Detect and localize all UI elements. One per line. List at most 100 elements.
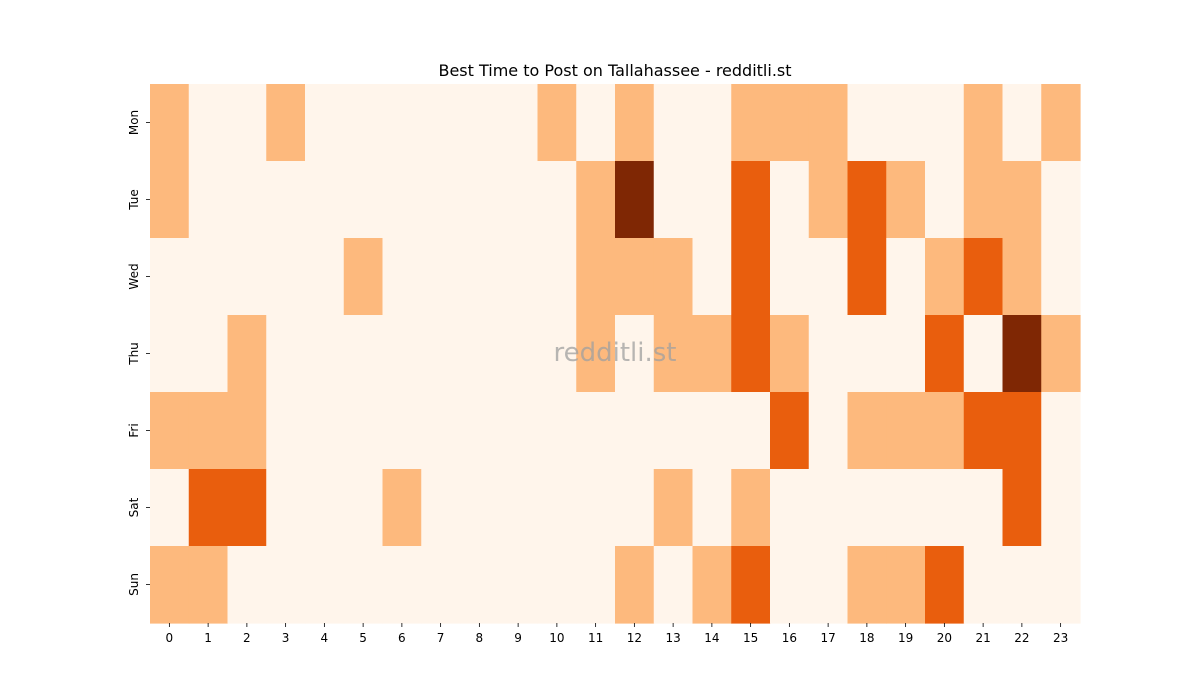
heatmap-cell-mon-10 xyxy=(537,84,577,162)
heatmap-cell-sun-15 xyxy=(731,546,771,624)
heatmap-cell-fri-7 xyxy=(421,392,461,470)
x-tick-label: 2 xyxy=(243,631,251,645)
heatmap-cell-wed-14 xyxy=(692,238,732,316)
heatmap-cell-tue-10 xyxy=(537,161,577,239)
heatmap-cell-thu-2 xyxy=(227,315,267,393)
heatmap-cell-wed-15 xyxy=(731,238,771,316)
heatmap-cell-sun-3 xyxy=(266,546,306,624)
heatmap-cell-sun-12 xyxy=(615,546,655,624)
heatmap-cell-wed-22 xyxy=(1002,238,1042,316)
heatmap-cell-mon-16 xyxy=(770,84,810,162)
heatmap-cell-wed-1 xyxy=(188,238,229,316)
heatmap-cell-sat-3 xyxy=(266,469,306,547)
x-tick-label: 1 xyxy=(204,631,212,645)
heatmap-cell-mon-2 xyxy=(227,84,267,162)
heatmap-cell-sun-21 xyxy=(963,546,1004,624)
heatmap-cell-wed-11 xyxy=(576,238,616,316)
heatmap-cell-sat-19 xyxy=(886,469,926,547)
heatmap-cell-thu-18 xyxy=(847,315,887,393)
y-tick-label: Mon xyxy=(127,110,141,135)
heatmap-cell-sun-11 xyxy=(576,546,616,624)
heatmap-cell-fri-6 xyxy=(382,392,422,470)
heatmap-cell-fri-19 xyxy=(886,392,926,470)
heatmap-cell-wed-7 xyxy=(421,238,461,316)
heatmap-cell-sat-10 xyxy=(537,469,577,547)
x-tick-label: 9 xyxy=(514,631,522,645)
heatmap-cell-fri-14 xyxy=(692,392,732,470)
y-tick-label: Tue xyxy=(127,189,141,211)
heatmap-cell-fri-11 xyxy=(576,392,616,470)
heatmap-cell-mon-12 xyxy=(615,84,655,162)
heatmap-cell-tue-20 xyxy=(925,161,965,239)
x-tick-label: 17 xyxy=(820,631,835,645)
heatmap-cell-mon-21 xyxy=(963,84,1004,162)
heatmap-cell-sun-16 xyxy=(770,546,810,624)
heatmap-cell-tue-12 xyxy=(615,161,655,239)
heatmap-cell-thu-20 xyxy=(925,315,965,393)
heatmap-cell-sat-15 xyxy=(731,469,771,547)
heatmap-cell-thu-14 xyxy=(692,315,732,393)
heatmap-cell-mon-18 xyxy=(847,84,887,162)
heatmap-cell-mon-20 xyxy=(925,84,965,162)
heatmap-cell-mon-23 xyxy=(1041,84,1081,162)
heatmap-cell-tue-16 xyxy=(770,161,810,239)
heatmap-cell-mon-11 xyxy=(576,84,616,162)
heatmap-cell-sun-18 xyxy=(847,546,887,624)
heatmap-cell-sat-1 xyxy=(188,469,229,547)
heatmap-cell-thu-22 xyxy=(1002,315,1042,393)
heatmap-cell-fri-21 xyxy=(963,392,1004,470)
heatmap-cell-mon-13 xyxy=(653,84,694,162)
heatmap-cell-fri-16 xyxy=(770,392,810,470)
heatmap-cell-tue-21 xyxy=(963,161,1004,239)
heatmap-cell-sat-17 xyxy=(808,469,849,547)
chart-title: Best Time to Post on Tallahassee - reddi… xyxy=(438,61,791,80)
heatmap-cell-wed-5 xyxy=(343,238,384,316)
heatmap-cell-thu-9 xyxy=(498,315,539,393)
heatmap-cell-mon-14 xyxy=(692,84,732,162)
heatmap-cell-fri-13 xyxy=(653,392,694,470)
heatmap-cell-wed-13 xyxy=(653,238,694,316)
heatmap-cell-wed-21 xyxy=(963,238,1004,316)
heatmap-cell-mon-5 xyxy=(343,84,384,162)
x-tick-label: 7 xyxy=(437,631,445,645)
heatmap-cell-thu-5 xyxy=(343,315,384,393)
x-tick-label: 16 xyxy=(782,631,797,645)
heatmap-cell-thu-17 xyxy=(808,315,849,393)
y-axis: Mon Tue Wed Thu Fri Sat Sun xyxy=(127,110,150,596)
heatmap-cell-mon-4 xyxy=(305,84,345,162)
heatmap-cell-sat-6 xyxy=(382,469,422,547)
x-tick-label: 23 xyxy=(1053,631,1068,645)
x-tick-label: 8 xyxy=(476,631,484,645)
heatmap-cell-wed-20 xyxy=(925,238,965,316)
heatmap-cell-wed-9 xyxy=(498,238,539,316)
x-tick-label: 12 xyxy=(627,631,642,645)
heatmap-cell-mon-0 xyxy=(150,84,190,162)
heatmap-cell-fri-8 xyxy=(460,392,500,470)
x-tick-label: 18 xyxy=(859,631,874,645)
heatmap-cell-fri-9 xyxy=(498,392,539,470)
heatmap-cell-sat-8 xyxy=(460,469,500,547)
y-tick-label: Wed xyxy=(127,263,141,289)
heatmap-cell-fri-20 xyxy=(925,392,965,470)
heatmap-cell-thu-0 xyxy=(150,315,190,393)
heatmap-cell-thu-4 xyxy=(305,315,345,393)
heatmap-cell-mon-17 xyxy=(808,84,849,162)
heatmap-cell-thu-10 xyxy=(537,315,577,393)
x-tick-label: 11 xyxy=(588,631,603,645)
heatmap-cell-sun-20 xyxy=(925,546,965,624)
heatmap-cell-sat-2 xyxy=(227,469,267,547)
heatmap-cell-wed-16 xyxy=(770,238,810,316)
heatmap-cell-sat-14 xyxy=(692,469,732,547)
heatmap-cell-fri-5 xyxy=(343,392,384,470)
heatmap-cell-thu-16 xyxy=(770,315,810,393)
heatmap-cell-mon-3 xyxy=(266,84,306,162)
heatmap-cell-tue-4 xyxy=(305,161,345,239)
heatmap-cell-thu-12 xyxy=(615,315,655,393)
heatmap-cell-sat-20 xyxy=(925,469,965,547)
y-tick-label: Thu xyxy=(127,342,141,366)
heatmap-cell-tue-13 xyxy=(653,161,694,239)
heatmap-cell-fri-10 xyxy=(537,392,577,470)
heatmap-cell-fri-4 xyxy=(305,392,345,470)
heatmap-cell-tue-19 xyxy=(886,161,926,239)
